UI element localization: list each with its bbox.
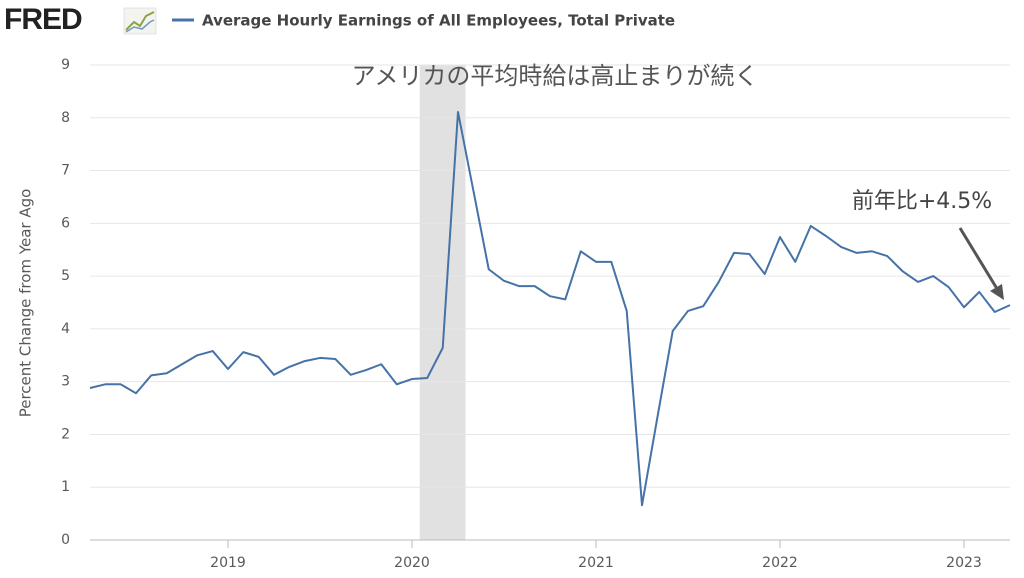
x-tick-label: 2022	[762, 555, 798, 571]
x-tick-label: 2019	[210, 555, 246, 571]
y-tick-label: 0	[61, 532, 70, 548]
x-tick-label: 2020	[394, 555, 430, 571]
series-line	[89, 110, 1011, 507]
y-tick-label: 5	[61, 268, 70, 284]
annotation: 前年比+4.5%	[852, 189, 992, 214]
y-axis-label: Percent Change from Year Ago	[17, 189, 35, 418]
y-tick-label: 6	[61, 215, 70, 231]
y-tick-label: 4	[61, 321, 70, 337]
y-tick-label: 7	[61, 163, 70, 179]
plot-area: 0 1 2 3 4 5 6 7 8 9 2019 2020 2021 2022 2023	[61, 57, 1011, 571]
y-tick-label: 9	[61, 57, 70, 73]
chart-title: アメリカの平均時給は高止まりが続く	[352, 62, 759, 90]
brand-logo: FRED	[4, 3, 82, 36]
legend-label: Average Hourly Earnings of All Employees…	[202, 12, 675, 30]
annotation-arrow	[958, 227, 1004, 300]
y-tick-label: 2	[61, 426, 70, 442]
x-tick-label: 2021	[578, 555, 614, 571]
logo-icon	[123, 7, 157, 35]
recession-shading	[419, 65, 466, 540]
y-tick-label: 8	[61, 110, 70, 126]
y-tick-label: 3	[61, 374, 70, 390]
y-tick-label: 1	[61, 479, 70, 495]
x-tick-label: 2023	[946, 555, 982, 571]
